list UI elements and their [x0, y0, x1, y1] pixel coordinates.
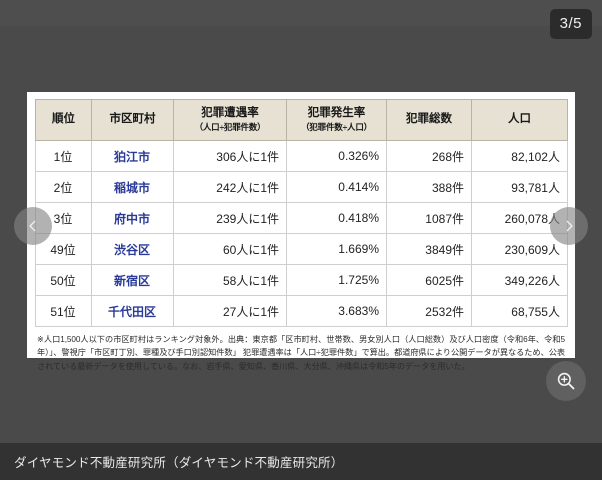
previous-image-button[interactable]	[14, 207, 52, 245]
municipality-link[interactable]: 府中市	[113, 211, 150, 226]
cell-encounter-rate: 242人に1件	[173, 171, 287, 203]
cell-crime-total: 6025件	[386, 264, 472, 296]
column-header-crime-total-title: 犯罪総数	[406, 113, 452, 126]
municipality-link[interactable]: 稲城市	[113, 180, 150, 195]
municipality-link[interactable]: 千代田区	[107, 304, 156, 319]
column-header-population-title: 人口	[508, 113, 531, 126]
cell-encounter-rate: 58人に1件	[173, 264, 287, 296]
table-row: 49位 渋谷区 60人に1件 1.669% 3849件 230,609人	[35, 233, 568, 265]
cell-crime-total: 2532件	[386, 295, 472, 327]
cell-crime-total: 3849件	[386, 233, 472, 265]
municipality-link[interactable]: 新宿区	[113, 273, 150, 288]
column-header-encounter-rate: 犯罪遭遇率 （人口÷犯罪件数）	[173, 99, 287, 141]
column-header-rank-title: 順位	[52, 113, 75, 126]
cell-municipality: 新宿区	[91, 264, 174, 296]
cell-rank: 50位	[35, 264, 92, 296]
image-stage: 3/5 順位 市区町村 犯罪	[0, 0, 602, 401]
chevron-left-icon	[29, 220, 36, 232]
column-header-population: 人口	[471, 99, 568, 141]
column-header-crime-total: 犯罪総数	[386, 99, 472, 141]
cell-crime-total: 1087件	[386, 202, 472, 234]
table-row: 1位 狛江市 306人に1件 0.326% 268件 82,102人	[35, 140, 568, 172]
column-header-occurrence-rate-title: 犯罪発生率	[307, 107, 366, 119]
cell-occurrence-rate: 1.669%	[286, 233, 387, 265]
chevron-right-icon	[566, 220, 573, 232]
image-caption-text: ダイヤモンド不動産研究所（ダイヤモンド不動産研究所）	[14, 456, 344, 470]
next-image-button[interactable]	[550, 207, 588, 245]
cell-population: 68,755人	[471, 295, 568, 327]
table-row: 50位 新宿区 58人に1件 1.725% 6025件 349,226人	[35, 264, 568, 296]
municipality-link[interactable]: 渋谷区	[113, 242, 150, 257]
cell-municipality: 狛江市	[91, 140, 174, 172]
top-band	[0, 0, 602, 26]
image-card: 順位 市区町村 犯罪遭遇率 （人口÷犯罪件数） 犯罪発生率 （犯罪件数÷人口）	[27, 92, 575, 371]
table-row: 3位 府中市 239人に1件 0.418% 1087件 260,078人	[35, 202, 568, 234]
column-header-rank: 順位	[35, 99, 92, 141]
cell-occurrence-rate: 3.683%	[286, 295, 387, 327]
cell-encounter-rate: 27人に1件	[173, 295, 287, 327]
column-header-occurrence-rate: 犯罪発生率 （犯罪件数÷人口）	[286, 99, 387, 141]
cell-rank: 51位	[35, 295, 92, 327]
column-header-encounter-rate-title: 犯罪遭遇率	[201, 107, 259, 119]
cell-population: 93,781人	[471, 171, 568, 203]
cell-municipality: 稲城市	[91, 171, 174, 203]
table-row: 2位 稲城市 242人に1件 0.414% 388件 93,781人	[35, 171, 568, 203]
crime-rate-ranking-table: 順位 市区町村 犯罪遭遇率 （人口÷犯罪件数） 犯罪発生率 （犯罪件数÷人口）	[35, 99, 568, 327]
cell-encounter-rate: 239人に1件	[173, 202, 287, 234]
cell-rank: 1位	[35, 140, 92, 172]
page-indicator-badge: 3/5	[549, 9, 592, 39]
municipality-link[interactable]: 狛江市	[113, 149, 150, 164]
cell-occurrence-rate: 0.418%	[286, 202, 387, 234]
zoom-in-button[interactable]	[546, 361, 586, 401]
cell-occurrence-rate: 0.326%	[286, 140, 387, 172]
cell-rank: 2位	[35, 171, 92, 203]
cell-occurrence-rate: 0.414%	[286, 171, 387, 203]
cell-population: 82,102人	[471, 140, 568, 172]
table-header-row: 順位 市区町村 犯罪遭遇率 （人口÷犯罪件数） 犯罪発生率 （犯罪件数÷人口）	[35, 99, 568, 141]
cell-encounter-rate: 60人に1件	[173, 233, 287, 265]
column-header-occurrence-rate-formula: （犯罪件数÷人口）	[301, 122, 372, 133]
cell-occurrence-rate: 1.725%	[286, 264, 387, 296]
cell-encounter-rate: 306人に1件	[173, 140, 287, 172]
cell-population: 230,609人	[471, 233, 568, 265]
column-header-municipality: 市区町村	[91, 99, 174, 141]
image-caption-bar: ダイヤモンド不動産研究所（ダイヤモンド不動産研究所）	[0, 443, 602, 480]
magnifier-plus-icon	[557, 372, 575, 390]
cell-municipality: 渋谷区	[91, 233, 174, 265]
cell-crime-total: 268件	[386, 140, 472, 172]
cell-population: 349,226人	[471, 264, 568, 296]
cell-municipality: 千代田区	[91, 295, 174, 327]
cell-municipality: 府中市	[91, 202, 174, 234]
cell-crime-total: 388件	[386, 171, 472, 203]
table-row: 51位 千代田区 27人に1件 3.683% 2532件 68,755人	[35, 295, 568, 327]
table-footnote: ※人口1,500人以下の市区町村はランキング対象外。出典：東京都「区市町村、世帯…	[37, 335, 565, 371]
column-header-municipality-title: 市区町村	[109, 113, 156, 126]
column-header-encounter-rate-formula: （人口÷犯罪件数）	[194, 122, 266, 133]
